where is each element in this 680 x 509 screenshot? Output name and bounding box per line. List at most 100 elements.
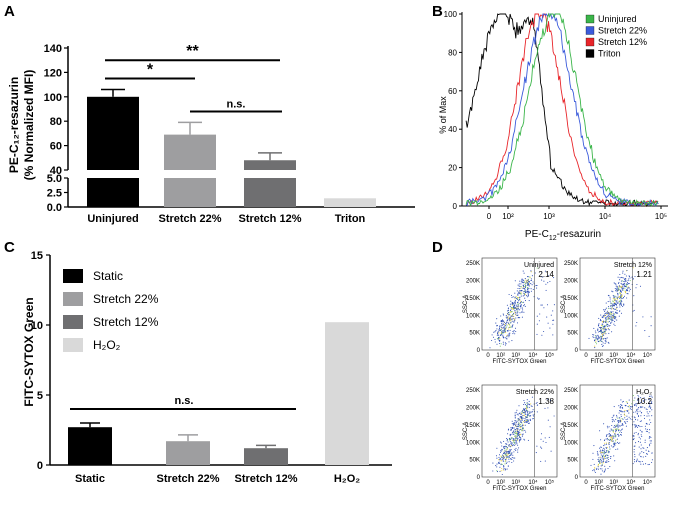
d-event-dot (626, 297, 628, 299)
d-event-dot (646, 428, 648, 430)
d-event-dot (502, 330, 504, 332)
d-event-dot (504, 331, 506, 333)
d-event-dot (633, 424, 636, 426)
d-event-dot (627, 293, 629, 295)
d-event-dot (639, 410, 641, 412)
d-event-dot (634, 461, 636, 463)
d-event-dot (615, 439, 617, 441)
d-event-dot (607, 313, 609, 315)
d-event-dot (636, 458, 638, 460)
d-event-dot (602, 333, 604, 335)
d-event-dot (524, 415, 526, 417)
d-event-dot (532, 288, 534, 290)
d-event-dot (509, 325, 511, 327)
d-event-dot (605, 312, 607, 314)
d-event-dot (617, 420, 619, 422)
d-event-dot (498, 331, 500, 333)
d-x-tick: 10² (496, 480, 505, 486)
d-event-dot (623, 283, 625, 285)
d-event-dot (601, 332, 603, 334)
d-event-dot (612, 419, 614, 421)
d-event-dot (527, 293, 529, 295)
d-event-dot (637, 441, 640, 443)
b-tick-label: 20 (448, 164, 457, 173)
d-event-dot (633, 399, 635, 402)
d-event-dot (633, 416, 635, 418)
d-event-dot (515, 436, 517, 438)
d-event-dot (608, 329, 610, 331)
d-event-dot (514, 320, 516, 322)
d-event-dot (607, 306, 610, 308)
d-event-dot (625, 422, 627, 424)
d-event-dot (506, 461, 508, 463)
d-event-dot (635, 403, 637, 405)
d-event-dot (507, 307, 510, 309)
d-event-dot (511, 303, 513, 305)
d-event-dot (543, 307, 545, 309)
d-event-dot (549, 400, 551, 402)
d-event-dot (620, 410, 622, 413)
d-event-dot (624, 273, 626, 275)
d-event-dot (506, 438, 508, 440)
d-event-dot (522, 270, 524, 272)
d-event-dot (542, 276, 544, 278)
d-event-dot (614, 460, 616, 462)
d-event-dot (607, 439, 609, 441)
d-event-dot (648, 432, 650, 434)
d-event-dot (510, 322, 512, 324)
d-event-dot (629, 280, 631, 282)
d-event-dot (605, 338, 607, 340)
d-y-tick: 50K (567, 458, 578, 464)
d-gate-label: Stretch 22% (516, 389, 554, 396)
d-event-dot (639, 460, 641, 463)
d-event-dot (608, 442, 610, 444)
d-event-dot (613, 304, 615, 307)
d-event-dot (524, 402, 526, 404)
d-event-dot (618, 410, 621, 412)
d-event-dot (531, 396, 533, 398)
d-event-dot (598, 317, 600, 319)
d-event-dot (504, 458, 506, 460)
d-event-dot (622, 418, 624, 420)
d-event-dot (624, 281, 626, 283)
d-y-tick: 200K (564, 279, 578, 285)
d-event-dot (623, 286, 625, 288)
d-event-dot (520, 434, 522, 436)
d-event-dot (528, 281, 530, 283)
d-event-dot (593, 337, 595, 339)
d-event-dot (612, 317, 614, 319)
d-ylabel: SSC-A (463, 422, 469, 440)
d-event-dot (505, 321, 507, 323)
d-event-dot (606, 310, 608, 312)
d-event-dot (636, 426, 639, 429)
d-xlabel: FITC-SYTOX Green (493, 359, 547, 365)
d-event-dot (637, 434, 639, 436)
d-event-dot (617, 448, 619, 450)
c-legend-label: Stretch 22% (93, 292, 159, 306)
d-event-dot (499, 340, 501, 342)
d-event-dot (609, 448, 611, 450)
d-event-dot (599, 461, 601, 464)
d-event-dot (604, 454, 606, 456)
d-event-dot (602, 329, 604, 331)
d-event-dot (499, 451, 502, 453)
d-event-dot (506, 325, 508, 327)
panel-b-ylabel: % of Max (438, 96, 448, 134)
d-event-dot (514, 416, 516, 418)
d-event-dot (540, 433, 543, 435)
d-event-dot (601, 345, 603, 348)
d-event-dot (641, 431, 643, 433)
d-event-dot (514, 457, 516, 459)
d-event-dot (603, 309, 605, 311)
d-event-dot (509, 449, 511, 451)
d-event-dot (603, 450, 606, 452)
d-event-dot (601, 333, 603, 335)
d-event-dot (606, 337, 608, 339)
d-event-dot (639, 420, 641, 422)
d-event-dot (523, 409, 525, 411)
d-event-dot (614, 424, 616, 427)
d-event-dot (506, 454, 508, 456)
d-event-dot (615, 304, 618, 306)
d-event-dot (644, 441, 646, 443)
